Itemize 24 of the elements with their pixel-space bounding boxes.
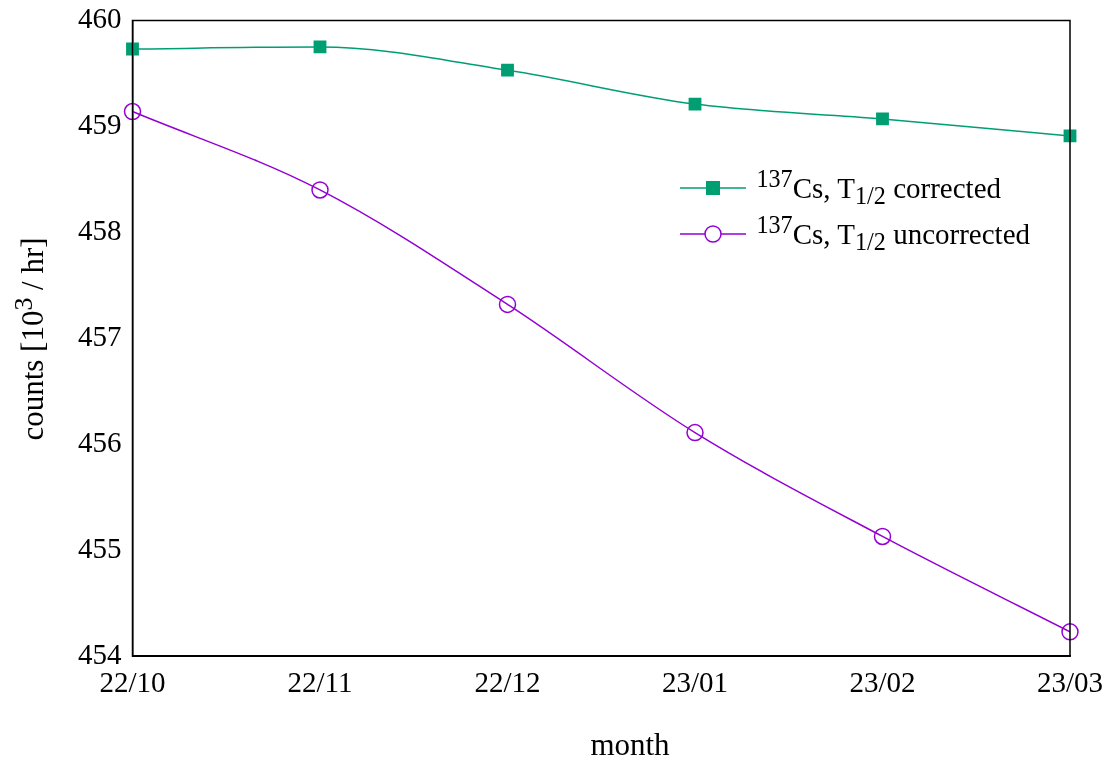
x-axis-title: month [590,727,670,763]
y-tick-label: 458 [78,213,122,246]
point [501,63,514,77]
x-tick-label: 22/12 [474,666,541,699]
y-tick-label: 460 [78,2,122,35]
y-tick-label: 459 [78,107,122,140]
point [311,181,329,199]
x-tick-label: 22/11 [287,666,353,699]
point [873,527,892,546]
y-tick-label: 457 [78,319,122,352]
legend-label: $^{137}$Cs, T$_{1/2}$ corrected [756,165,1001,211]
point [313,40,327,54]
point [686,423,704,442]
y-tick-label: 455 [78,531,122,564]
y-tick-label: 456 [78,425,122,458]
point [876,112,889,126]
x-tick-label: 23/01 [661,666,729,699]
point [498,295,517,314]
point [1061,623,1079,641]
x-tick-label: 23/02 [849,666,916,699]
point [688,97,702,111]
point [123,102,142,121]
legend-label: $^{137}$Cs, T$_{1/2}$ uncorrected [756,211,1030,257]
x-tick-label: 23/03 [1036,666,1104,699]
